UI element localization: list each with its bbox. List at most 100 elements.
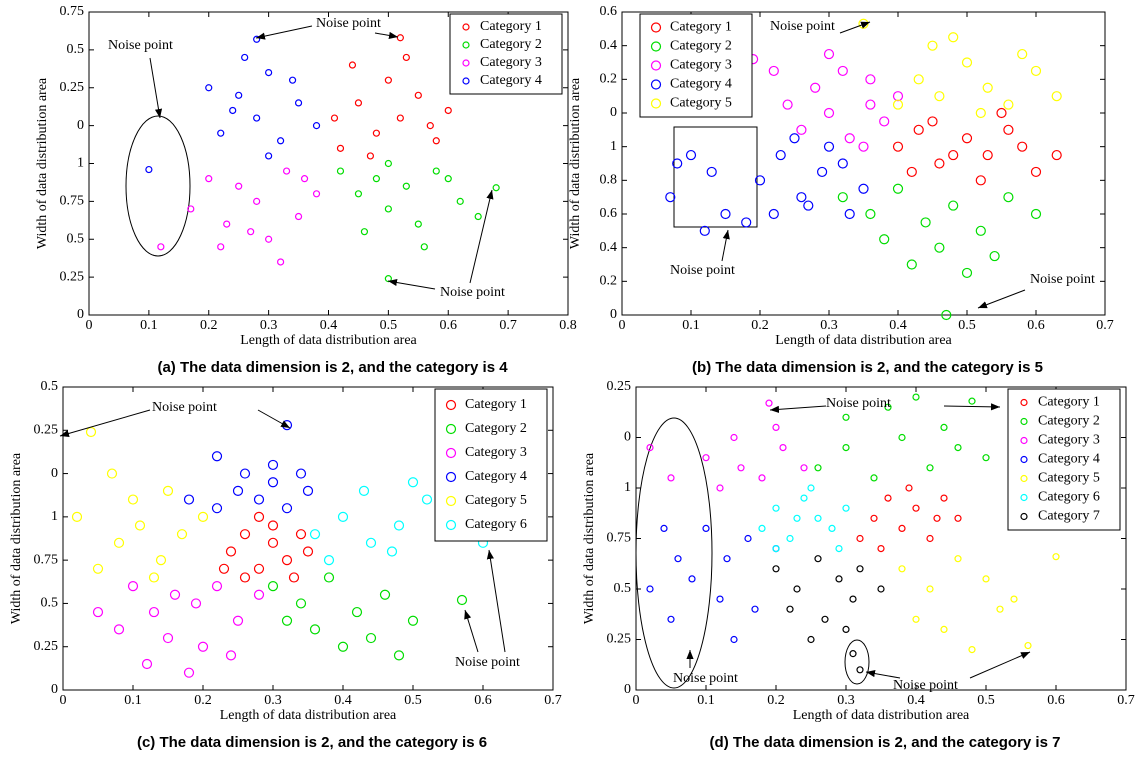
point [205, 84, 213, 92]
point [365, 537, 377, 548]
point [113, 537, 125, 548]
point [474, 212, 482, 221]
point [253, 563, 265, 574]
point [282, 167, 291, 175]
point [288, 76, 297, 84]
point [758, 524, 766, 533]
point [162, 632, 174, 644]
point [751, 605, 759, 613]
x-tick-label: 0.5 [958, 318, 976, 333]
point [912, 615, 920, 623]
legend-marker [1020, 417, 1028, 426]
x-tick-label: 0.5 [977, 693, 995, 708]
point [982, 575, 990, 583]
point [294, 99, 303, 107]
annotation: Noise point [1030, 272, 1095, 287]
annotation-arrow [257, 409, 291, 429]
point [265, 68, 273, 77]
point [646, 444, 654, 452]
legend-label: Category 3 [670, 58, 732, 73]
point [432, 137, 440, 145]
legend-label: Category 5 [465, 493, 527, 508]
point [247, 228, 255, 236]
point [905, 484, 913, 492]
point [267, 459, 279, 471]
point [1017, 141, 1028, 152]
point [779, 444, 787, 452]
point [1030, 166, 1042, 178]
point [870, 514, 878, 522]
point [235, 182, 243, 190]
point [927, 40, 938, 51]
point [906, 259, 917, 270]
point [113, 624, 125, 635]
point [941, 309, 952, 321]
x-tick-label: 0 [633, 693, 640, 708]
point [796, 192, 807, 203]
point [954, 514, 962, 522]
y-axis-label: Width of data distribution area [568, 77, 583, 249]
point [926, 534, 934, 543]
point [789, 133, 800, 144]
point [267, 581, 279, 592]
point [775, 149, 786, 161]
point [989, 250, 1000, 262]
legend-marker [445, 423, 457, 435]
point [858, 183, 869, 194]
point [265, 235, 273, 243]
point [933, 514, 941, 522]
point [354, 99, 363, 107]
x-axis-label: Length of data distribution area [793, 708, 970, 723]
annotation-arrow [977, 289, 1026, 309]
point [793, 585, 801, 593]
x-tick-label: 0.1 [124, 693, 142, 708]
point [277, 137, 285, 145]
point [828, 524, 836, 533]
point [842, 625, 850, 634]
point [444, 106, 452, 115]
point [366, 152, 375, 160]
point [898, 433, 906, 442]
point [926, 585, 934, 593]
x-tick-label: 0 [60, 693, 67, 708]
legend-label: Category 1 [465, 397, 527, 412]
annotation-arrow [387, 278, 436, 290]
legend-label: Category 4 [465, 469, 527, 484]
legend-marker [445, 495, 457, 507]
legend-label: Category 1 [1038, 395, 1100, 410]
point [295, 598, 307, 609]
annotation-arrow [969, 651, 1031, 679]
y-tick-label: 0.75 [60, 4, 85, 19]
point [835, 575, 843, 583]
point [940, 494, 948, 502]
legend-label: Category 7 [1038, 509, 1100, 524]
x-tick-label: 0.1 [697, 693, 715, 708]
point [870, 474, 878, 482]
point [982, 454, 990, 462]
point [913, 124, 924, 135]
point [205, 175, 213, 183]
point [253, 114, 261, 122]
point [281, 503, 293, 514]
annotation-arrow [255, 25, 313, 40]
annotation: Noise point [770, 19, 835, 34]
annotation: Noise point [316, 16, 381, 31]
point [211, 581, 223, 592]
y-axis-label: Width of data distribution area [9, 452, 24, 624]
y-tick-label: 1 [77, 156, 84, 171]
annotation-arrow [469, 189, 494, 284]
legend-marker [462, 59, 470, 67]
point [379, 589, 391, 600]
point [145, 165, 153, 174]
point [354, 190, 363, 198]
point [975, 225, 986, 236]
legend-marker [1020, 474, 1028, 483]
point [288, 572, 300, 583]
caption: (a) The data dimension is 2, and the cat… [157, 359, 508, 376]
point [730, 433, 738, 442]
x-tick-label: 0.3 [837, 693, 855, 708]
point [351, 606, 363, 618]
point [672, 158, 683, 169]
point [358, 485, 370, 496]
